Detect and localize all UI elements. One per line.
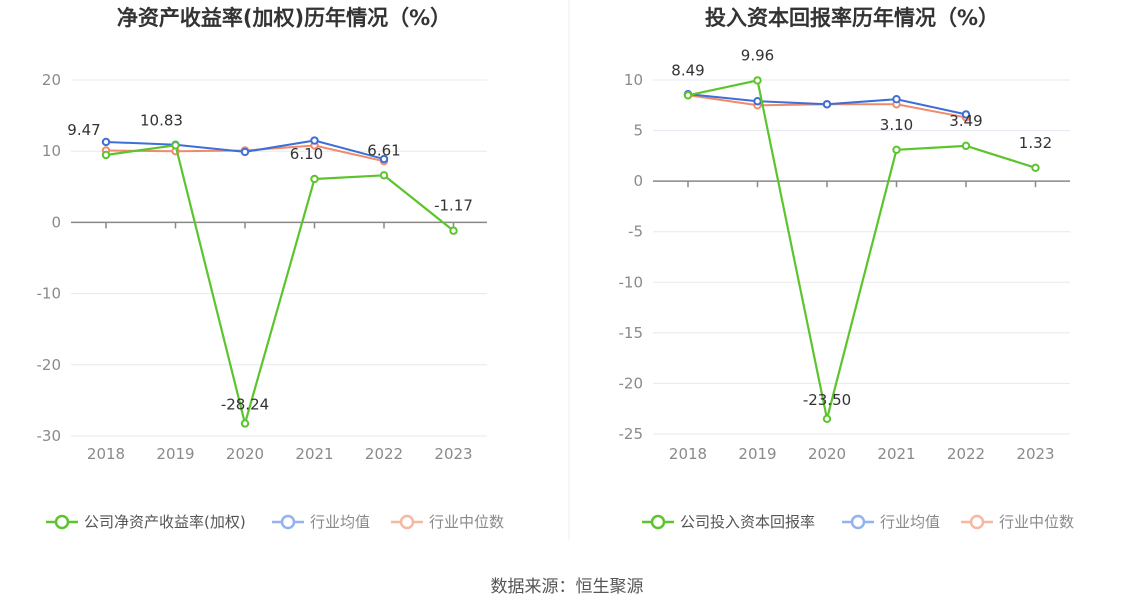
x-tick-label: 2018 xyxy=(669,445,707,463)
data-label: 10.83 xyxy=(140,111,183,129)
y-tick-label: -20 xyxy=(619,374,644,392)
y-tick-label: 5 xyxy=(633,122,643,140)
chart-title: 投入资本回报率历年情况（%） xyxy=(705,6,999,30)
y-tick-label: -20 xyxy=(37,356,62,374)
y-tick-label: -10 xyxy=(619,273,644,291)
company-point xyxy=(310,174,319,184)
industry-avg-point xyxy=(101,137,111,147)
legend-swatch-marker xyxy=(399,514,415,530)
x-tick-label: 2019 xyxy=(738,445,776,463)
y-tick-label: 10 xyxy=(624,71,643,89)
industry-avg-point xyxy=(310,136,319,145)
x-tick-label: 2023 xyxy=(434,445,472,463)
data-label: 9.47 xyxy=(67,121,100,139)
company-point xyxy=(683,91,693,100)
legend-label: 行业均值 xyxy=(880,513,940,531)
company-line xyxy=(687,79,1036,420)
y-tick-label: -5 xyxy=(628,223,643,241)
company-point xyxy=(171,141,180,150)
legend-label: 公司投入资本回报率 xyxy=(680,513,815,531)
data-label: -1.17 xyxy=(434,197,473,215)
y-tick-label: 10 xyxy=(42,142,61,160)
x-tick-label: 2022 xyxy=(947,445,985,463)
data-label: -23.50 xyxy=(803,391,851,409)
data-label: 8.49 xyxy=(671,61,704,79)
x-tick-label: 2023 xyxy=(1016,445,1054,463)
data-label: 6.10 xyxy=(290,145,323,163)
legend-swatch-marker xyxy=(969,514,985,530)
data-label: 6.61 xyxy=(367,141,400,159)
legend-label: 公司净资产收益率(加权) xyxy=(84,513,246,531)
company-point xyxy=(101,150,111,160)
company-point xyxy=(449,226,458,235)
legend-label: 行业中位数 xyxy=(429,513,504,531)
legend-swatch-marker xyxy=(650,514,666,530)
x-tick-label: 2022 xyxy=(365,445,403,463)
x-tick-label: 2020 xyxy=(226,445,264,463)
y-tick-label: 0 xyxy=(633,172,643,190)
company-point xyxy=(379,171,389,180)
industry-avg-point xyxy=(961,110,971,119)
y-tick-label: -10 xyxy=(37,285,62,303)
industry-avg-point xyxy=(240,147,250,157)
x-tick-label: 2018 xyxy=(87,445,125,463)
legend-label: 行业中位数 xyxy=(999,513,1074,531)
data-label: 1.32 xyxy=(1019,134,1052,152)
x-tick-label: 2021 xyxy=(877,445,915,463)
y-tick-label: 0 xyxy=(51,213,61,231)
roe-chart: 净资产收益率(加权)历年情况（%） 20 10 0 -10 -20 -30 2018 2019 2… xyxy=(37,6,505,531)
y-tick-label: 20 xyxy=(42,71,61,89)
data-label: 3.49 xyxy=(949,112,982,130)
data-source: 数据来源：恒生聚源 xyxy=(491,577,644,597)
x-tick-label: 2019 xyxy=(156,445,194,463)
legend-swatch-marker xyxy=(54,514,70,530)
y-tick-label: -25 xyxy=(619,425,644,443)
data-label: 3.10 xyxy=(880,116,913,134)
x-tick-label: 2020 xyxy=(808,445,846,463)
company-point xyxy=(892,145,901,154)
company-point xyxy=(822,414,832,424)
industry-avg-point xyxy=(753,97,762,106)
data-label: 9.96 xyxy=(741,46,774,64)
company-point xyxy=(753,76,762,85)
x-tick-label: 2021 xyxy=(295,445,333,463)
legend-swatch-marker xyxy=(850,514,866,530)
company-point xyxy=(240,419,250,428)
y-tick-label: -15 xyxy=(619,324,644,342)
industry-avg-point xyxy=(379,154,389,164)
chart-title: 净资产收益率(加权)历年情况（%） xyxy=(117,6,451,30)
industry-avg-point xyxy=(892,95,901,104)
company-point xyxy=(1031,163,1040,172)
roic-chart: 投入资本回报率历年情况（%） 10 5 0 -5 -10 -15 -20 -25 2018 2019… xyxy=(619,6,1075,531)
legend-label: 行业均值 xyxy=(310,513,370,531)
y-tick-label: -30 xyxy=(37,427,62,445)
industry-avg-point xyxy=(822,100,832,109)
company-point xyxy=(961,141,971,151)
data-label: -28.24 xyxy=(221,395,269,413)
legend-swatch-marker xyxy=(280,514,296,530)
company-line xyxy=(105,144,455,425)
